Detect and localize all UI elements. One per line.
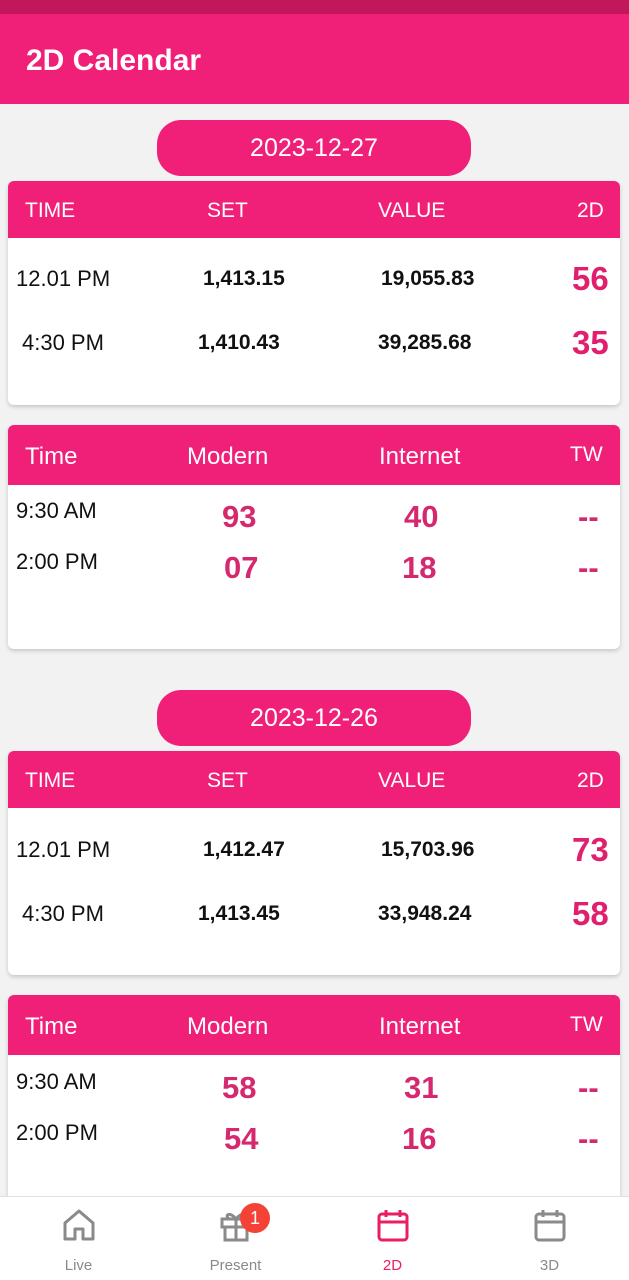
modern-internet-header: Time Modern Internet TW [8, 995, 620, 1055]
row-internet: 40 [404, 499, 439, 534]
row-2d: 56 [572, 260, 609, 297]
calendar-icon [377, 1210, 409, 1242]
row-2d: 73 [572, 831, 609, 868]
row-time: 4:30 PM [22, 901, 104, 926]
row-time: 4:30 PM [22, 330, 104, 355]
nav-item-present[interactable]: Present [157, 1197, 314, 1280]
row-tw: -- [578, 550, 599, 585]
row-modern: 07 [224, 550, 259, 585]
row-value: 39,285.68 [378, 331, 472, 354]
notification-badge: 1 [240, 1203, 270, 1233]
set-value-header: TIME SET VALUE 2D [8, 181, 620, 238]
row-set: 1,413.15 [203, 267, 285, 290]
row-tw: -- [578, 1121, 599, 1156]
modern-internet-card: Time Modern Internet TW 9:30 AM 93 40 --… [8, 425, 620, 649]
row-modern: 93 [222, 499, 257, 534]
row-set: 1,410.43 [198, 331, 280, 354]
header-modern: Modern [187, 1013, 269, 1040]
set-value-card: TIME SET VALUE 2D 12.01 PM 1,412.47 15,7… [8, 751, 620, 975]
nav-label: 2D [382, 1257, 403, 1274]
page-title: 2D Calendar [26, 44, 202, 77]
row-tw: -- [578, 1070, 599, 1105]
header-internet: Internet [379, 443, 461, 470]
row-2d: 35 [572, 324, 609, 361]
date-pill[interactable]: 2023-12-27 [157, 120, 471, 176]
nav-item-2d[interactable]: 2D [314, 1197, 471, 1280]
header-value: VALUE [378, 199, 446, 222]
header-time: Time [25, 1013, 78, 1040]
row-time: 9:30 AM [16, 498, 97, 523]
header-2d: 2D [577, 769, 604, 792]
header-set: SET [207, 769, 248, 792]
header-time: TIME [25, 769, 76, 792]
row-set: 1,413.45 [198, 902, 280, 925]
bottom-nav: Live Present 2D 3D [0, 1196, 629, 1280]
nav-item-3d[interactable]: 3D [471, 1197, 628, 1280]
modern-internet-header: Time Modern Internet TW [8, 425, 620, 485]
header-internet: Internet [379, 1013, 461, 1040]
modern-internet-card: Time Modern Internet TW 9:30 AM 58 31 --… [8, 995, 620, 1196]
row-internet: 18 [402, 550, 437, 585]
row-tw: -- [578, 499, 599, 534]
row-time: 2:00 PM [16, 549, 98, 574]
nav-label: 3D [539, 1257, 560, 1274]
home-icon [63, 1209, 95, 1241]
calendar-icon [534, 1210, 566, 1242]
header-tw: TW [570, 443, 603, 466]
header-modern: Modern [187, 443, 269, 470]
nav-item-live[interactable]: Live [0, 1197, 157, 1280]
row-time: 12.01 PM [16, 837, 111, 862]
header-set: SET [207, 199, 248, 222]
gift-icon [220, 1212, 252, 1242]
set-value-header: TIME SET VALUE 2D [8, 751, 620, 808]
header-time: Time [25, 443, 78, 470]
row-2d: 58 [572, 895, 609, 932]
row-time: 12.01 PM [16, 266, 111, 291]
row-value: 19,055.83 [381, 267, 475, 290]
row-modern: 54 [224, 1121, 259, 1156]
row-internet: 31 [404, 1070, 439, 1105]
header-time: TIME [25, 199, 76, 222]
row-internet: 16 [402, 1121, 437, 1156]
app-bar: 2D Calendar [0, 14, 629, 104]
row-value: 15,703.96 [381, 838, 475, 861]
set-value-card: TIME SET VALUE 2D 12.01 PM 1,413.15 19,0… [8, 181, 620, 405]
header-tw: TW [570, 1013, 603, 1036]
row-value: 33,948.24 [378, 902, 472, 925]
status-bar [0, 0, 629, 14]
header-2d: 2D [577, 199, 604, 222]
nav-label: Present [209, 1257, 262, 1274]
date-pill[interactable]: 2023-12-26 [157, 690, 471, 746]
row-time: 9:30 AM [16, 1069, 97, 1094]
nav-label: Live [64, 1257, 93, 1274]
row-time: 2:00 PM [16, 1120, 98, 1145]
row-set: 1,412.47 [203, 838, 285, 861]
header-value: VALUE [378, 769, 446, 792]
row-modern: 58 [222, 1070, 257, 1105]
calendar-list[interactable]: 2023-12-27 TIME SET VALUE 2D 12.01 PM 1,… [0, 104, 629, 1196]
